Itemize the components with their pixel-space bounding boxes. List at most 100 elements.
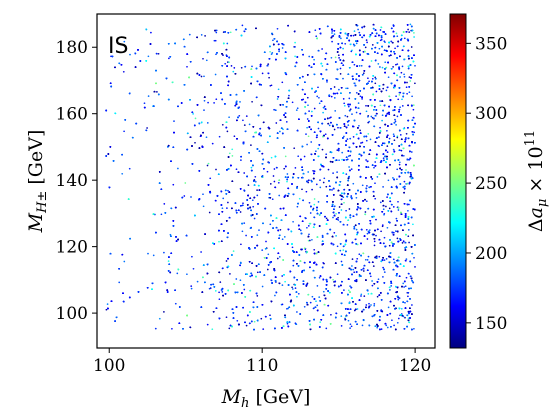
scatter-point (361, 184, 364, 187)
scatter-point (276, 98, 279, 100)
scatter-point (367, 115, 369, 118)
scatter-point (404, 316, 406, 319)
scatter-point (371, 284, 374, 287)
scatter-point (274, 294, 276, 297)
scatter-point (256, 295, 259, 297)
scatter-point (400, 71, 403, 74)
scatter-point (335, 77, 338, 80)
scatter-point (396, 237, 399, 240)
scatter-point (366, 238, 369, 240)
scatter-point (385, 89, 388, 92)
scatter-point (214, 290, 217, 292)
scatter-point (158, 317, 161, 320)
scatter-point (347, 105, 350, 108)
scatter-point (396, 178, 398, 181)
scatter-point (387, 306, 390, 309)
scatter-point (348, 208, 351, 210)
scatter-point (401, 98, 403, 101)
scatter-point (229, 273, 231, 275)
scatter-point (222, 54, 224, 56)
scatter-point (381, 224, 384, 226)
scatter-point (382, 87, 385, 90)
scatter-point (297, 292, 300, 295)
scatter-point (219, 281, 222, 283)
scatter-point (325, 217, 328, 220)
scatter-point (402, 282, 405, 285)
scatter-point (318, 276, 321, 279)
scatter-point (376, 326, 379, 329)
scatter-point (388, 113, 391, 116)
scatter-point (200, 75, 203, 78)
scatter-point (332, 172, 334, 174)
scatter-point (226, 42, 229, 45)
scatter-point (360, 142, 362, 144)
scatter-point (387, 179, 390, 182)
scatter-point (228, 116, 230, 119)
scatter-point (356, 243, 359, 246)
scatter-point (385, 324, 388, 327)
scatter-point (352, 136, 355, 138)
scatter-point (376, 176, 379, 178)
scatter-point (321, 65, 324, 67)
scatter-point (374, 182, 376, 185)
scatter-point (192, 113, 194, 115)
scatter-point (367, 255, 370, 258)
scatter-point (235, 168, 238, 171)
scatter-point (331, 40, 333, 43)
scatter-point (218, 135, 221, 138)
scatter-point (388, 244, 391, 247)
scatter-point (163, 311, 165, 313)
scatter-point (269, 314, 271, 317)
scatter-point (353, 63, 356, 66)
scatter-point (392, 148, 395, 151)
scatter-point (408, 76, 411, 78)
scatter-point (357, 102, 360, 104)
scatter-point (218, 298, 221, 301)
scatter-point (340, 315, 343, 317)
scatter-point (147, 55, 150, 58)
scatter-point (327, 168, 330, 171)
scatter-point (373, 240, 376, 243)
scatter-point (147, 252, 149, 255)
scatter-point (413, 36, 415, 38)
scatter-point (163, 251, 165, 254)
scatter-point (129, 53, 131, 56)
scatter-point (371, 280, 373, 282)
scatter-point (330, 313, 332, 316)
scatter-point (328, 117, 331, 119)
scatter-point (261, 249, 264, 251)
scatter-point (277, 88, 280, 91)
scatter-point (309, 301, 312, 304)
scatter-point (270, 53, 273, 55)
scatter-point (350, 168, 353, 170)
scatter-point (229, 31, 232, 34)
scatter-point (396, 63, 399, 65)
scatter-point (355, 196, 358, 199)
scatter-point (267, 63, 270, 65)
scatter-point (336, 149, 339, 151)
scatter-point (203, 99, 206, 102)
scatter-point (218, 240, 220, 243)
scatter-point (365, 228, 368, 231)
scatter-point (225, 260, 228, 262)
scatter-point (337, 54, 340, 57)
scatter-point (306, 118, 309, 120)
scatter-point (389, 252, 392, 254)
scatter-point (322, 290, 325, 293)
scatter-point (405, 258, 408, 260)
scatter-point (395, 217, 398, 220)
scatter-point (342, 98, 345, 100)
scatter-point (279, 130, 281, 133)
scatter-point (183, 195, 186, 197)
scatter-point (291, 246, 294, 249)
scatter-point (346, 115, 349, 118)
scatter-point (378, 255, 381, 258)
scatter-point (253, 217, 256, 220)
scatter-point (283, 236, 286, 238)
scatter-point (368, 302, 370, 305)
scatter-point (353, 30, 356, 32)
scatter-point (192, 267, 195, 270)
scatter-point (296, 311, 298, 313)
scatter-point (239, 101, 241, 103)
scatter-point (315, 300, 317, 303)
